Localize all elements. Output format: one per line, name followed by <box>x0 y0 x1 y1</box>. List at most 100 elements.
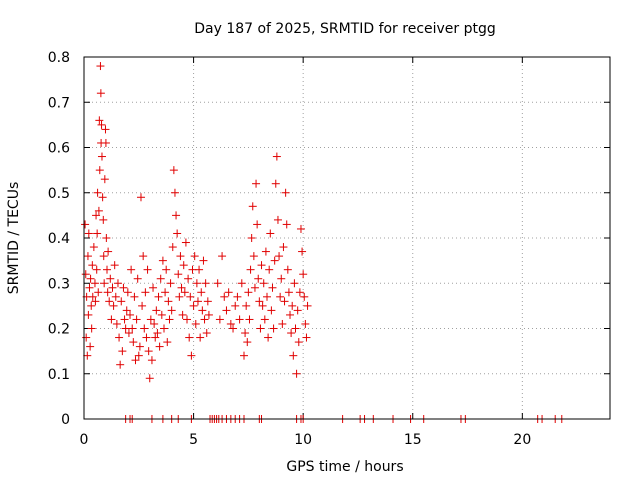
data-point <box>103 265 112 274</box>
data-point <box>229 324 238 333</box>
data-point <box>155 342 164 351</box>
data-point <box>156 274 165 283</box>
data-point <box>293 306 302 315</box>
data-point <box>279 243 288 252</box>
data-point <box>189 301 198 310</box>
data-point <box>261 247 270 256</box>
data-point <box>287 329 296 338</box>
data-point <box>108 283 117 292</box>
data-point <box>263 292 272 301</box>
data-point <box>120 315 129 324</box>
data-point <box>220 292 229 301</box>
data-point <box>136 193 145 202</box>
data-point <box>197 288 206 297</box>
data-point <box>203 297 212 306</box>
data-point <box>294 338 303 347</box>
data-point <box>149 283 158 292</box>
x-axis-label: GPS time / hours <box>286 459 403 475</box>
data-point <box>122 306 131 315</box>
data-point <box>185 333 194 342</box>
data-point <box>187 351 196 360</box>
data-point <box>277 274 286 283</box>
y-tick-label: 0.2 <box>48 322 70 338</box>
data-point <box>165 315 174 324</box>
data-point <box>159 324 168 333</box>
data-point <box>233 292 242 301</box>
data-point <box>246 265 255 274</box>
data-point <box>264 333 273 342</box>
data-point <box>237 279 246 288</box>
data-point <box>166 279 175 288</box>
x-tick-label: 15 <box>404 432 422 448</box>
data-point <box>248 202 257 211</box>
data-point <box>231 301 240 310</box>
data-point <box>109 301 118 310</box>
data-point <box>98 193 107 202</box>
data-point <box>276 292 285 301</box>
data-point <box>118 347 127 356</box>
y-tick-label: 0.7 <box>48 95 70 111</box>
data-point <box>144 347 153 356</box>
y-tick-label: 0.1 <box>48 367 70 383</box>
data-point <box>91 297 100 306</box>
data-point <box>117 297 126 306</box>
x-tick-label: 0 <box>80 432 89 448</box>
data-point <box>250 283 259 292</box>
data-point <box>123 288 132 297</box>
data-point <box>112 319 121 328</box>
data-point <box>269 324 278 333</box>
data-point <box>169 166 178 175</box>
data-point <box>88 261 97 270</box>
data-point <box>133 274 142 283</box>
data-point <box>195 265 204 274</box>
data-point <box>97 120 106 129</box>
data-point <box>184 274 193 283</box>
x-axis-ticks: 0 5 10 15 20 <box>80 57 531 448</box>
data-point <box>139 252 148 261</box>
data-point <box>126 310 135 319</box>
data-point <box>249 252 258 261</box>
x-tick-label: 5 <box>189 432 198 448</box>
data-point <box>296 224 305 233</box>
data-point <box>81 270 90 279</box>
data-point <box>154 292 163 301</box>
data-point <box>244 288 253 297</box>
data-point <box>85 283 94 292</box>
data-point <box>167 306 176 315</box>
data-point <box>173 229 182 238</box>
data-point <box>94 206 103 215</box>
data-point <box>278 319 287 328</box>
data-point <box>256 324 265 333</box>
data-point <box>113 279 122 288</box>
data-point <box>119 283 128 292</box>
data-point <box>96 62 105 71</box>
data-point <box>129 338 138 347</box>
data-point <box>202 329 211 338</box>
data-point <box>86 274 95 283</box>
data-point <box>242 301 251 310</box>
y-axis-ticks: 0 0.1 0.2 0.3 0.4 0.5 0.6 0.7 0.8 <box>48 50 610 428</box>
data-point <box>204 310 213 319</box>
data-point <box>260 315 269 324</box>
data-point <box>92 265 101 274</box>
data-point <box>138 301 147 310</box>
data-point <box>243 338 252 347</box>
y-tick-label: 0.3 <box>48 276 70 292</box>
data-point <box>131 356 140 365</box>
data-point <box>178 310 187 319</box>
data-point <box>292 369 301 378</box>
data-point <box>190 252 199 261</box>
data-point <box>257 261 266 270</box>
data-point <box>99 252 108 261</box>
data-point <box>88 292 97 301</box>
data-point <box>162 265 171 274</box>
data-point <box>142 333 151 342</box>
data-point <box>222 306 231 315</box>
data-point <box>170 188 179 197</box>
data-point <box>241 329 250 338</box>
y-tick-label: 0 <box>61 412 70 428</box>
data-points <box>81 62 566 423</box>
data-point <box>239 351 248 360</box>
data-point <box>303 301 312 310</box>
